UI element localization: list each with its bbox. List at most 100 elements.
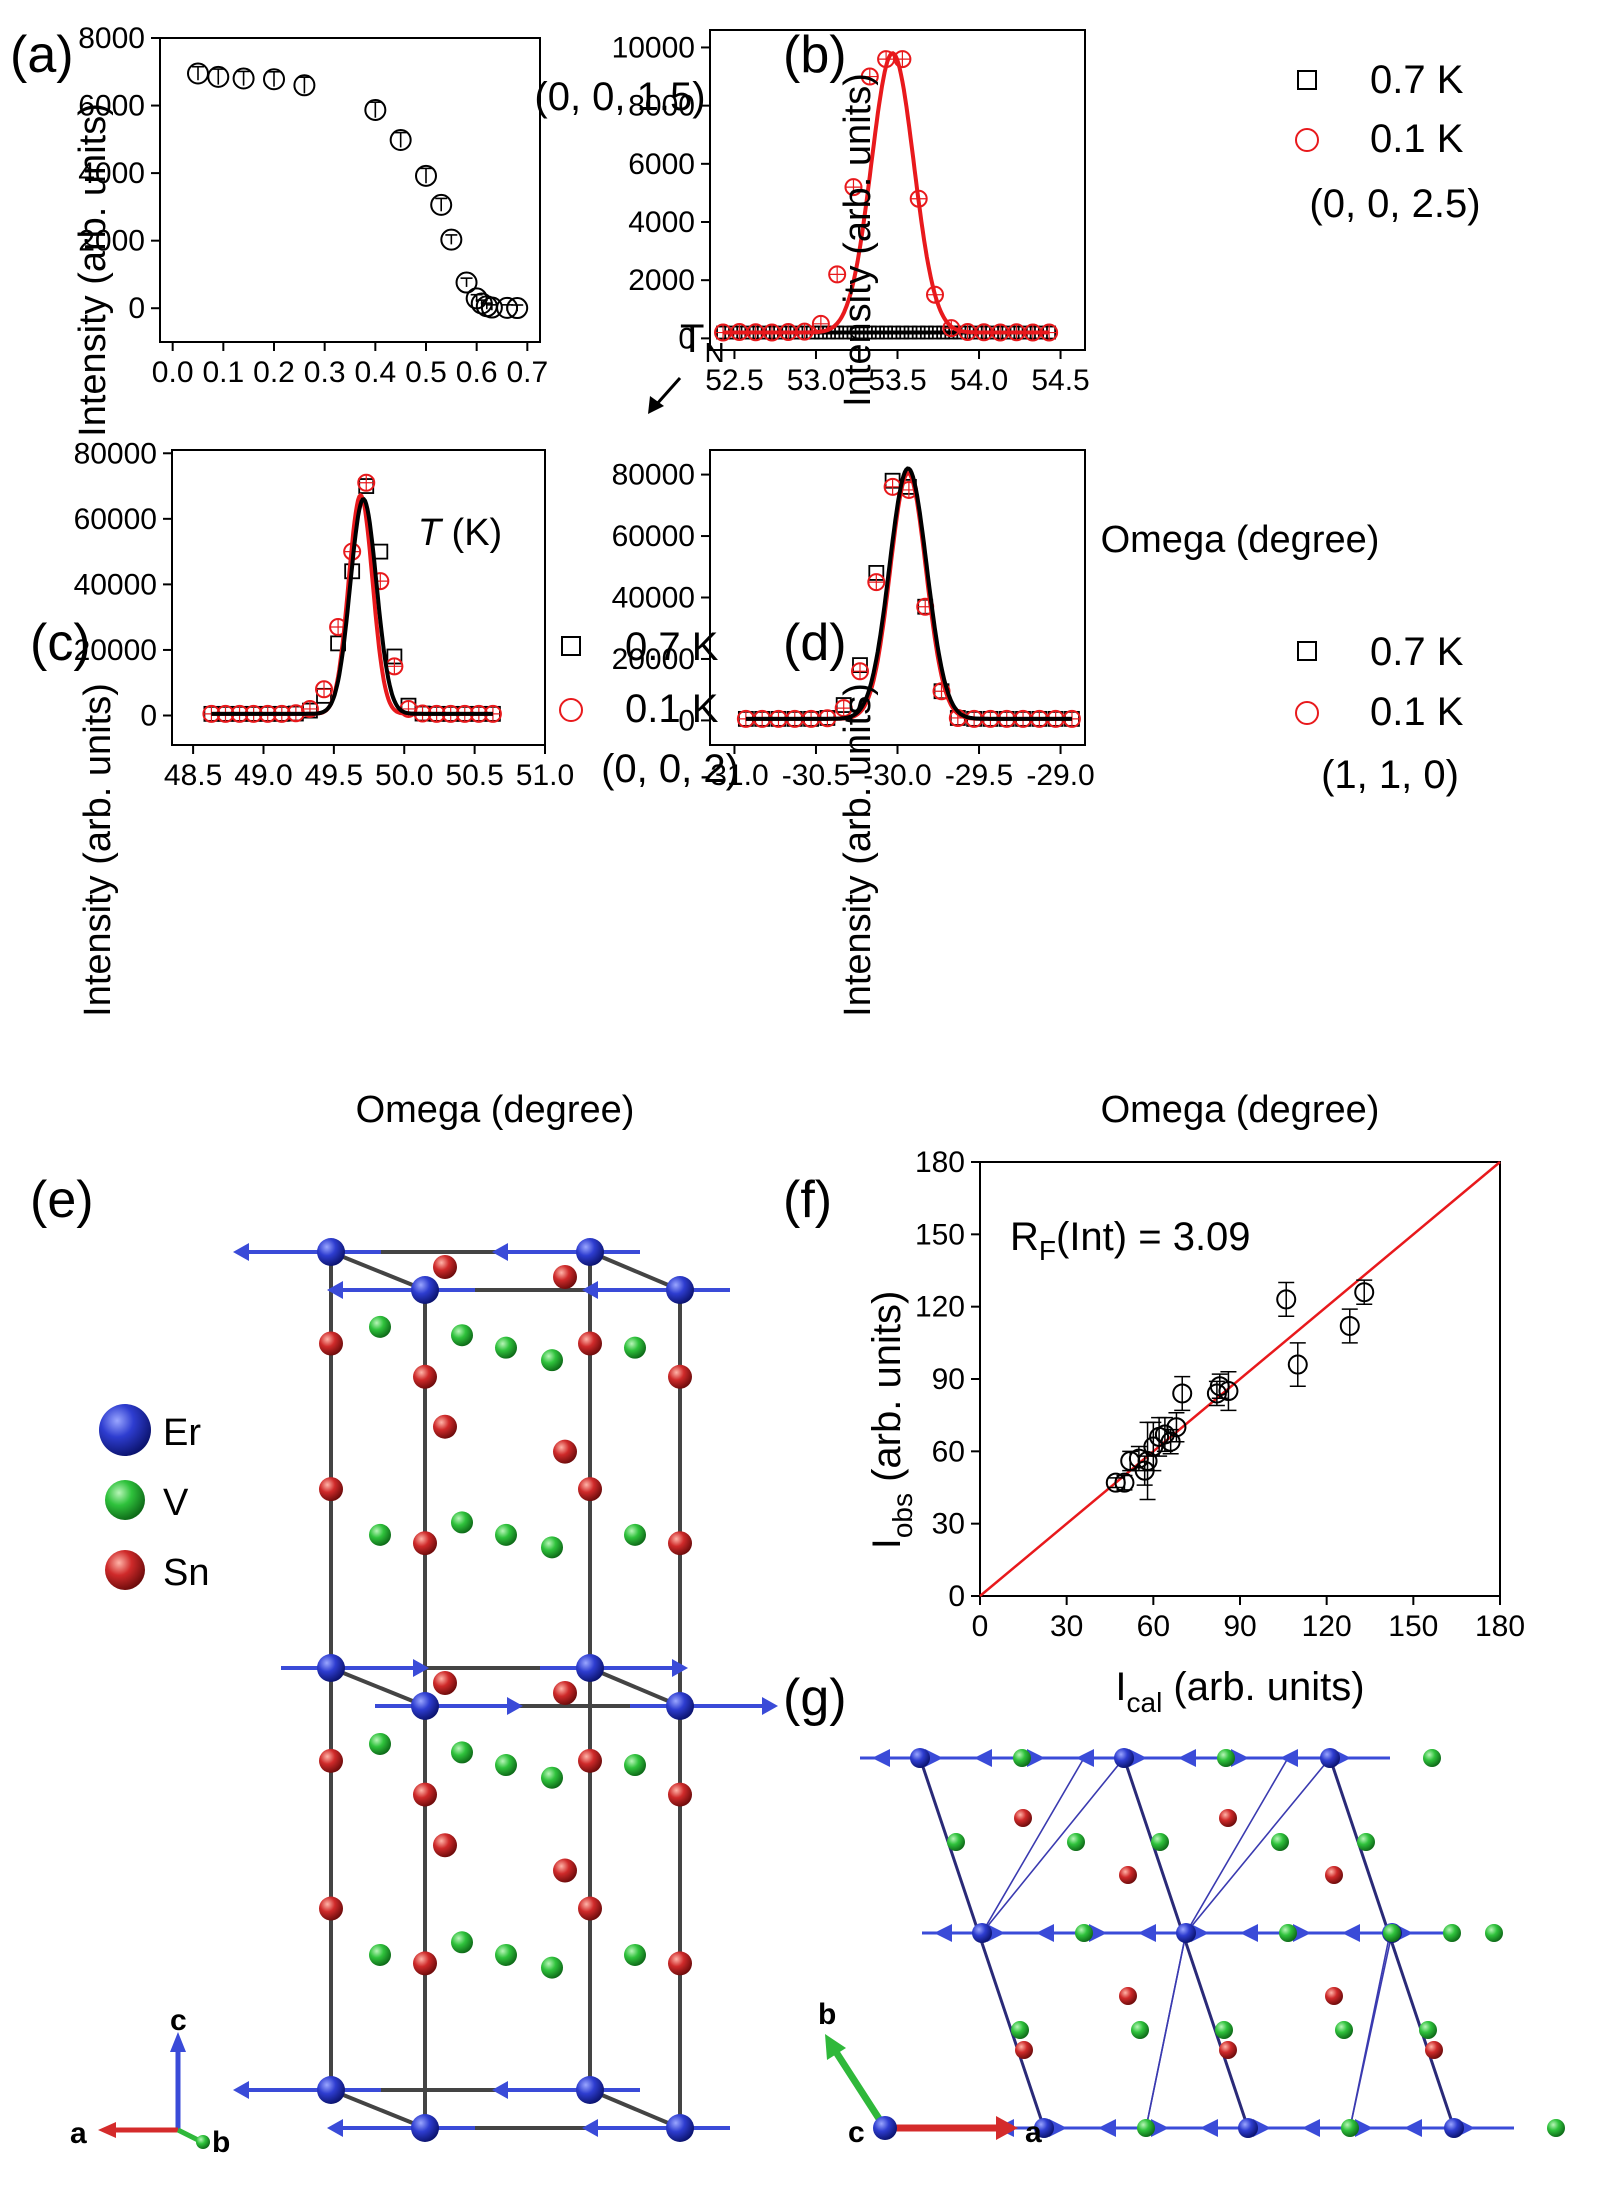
- panel-label-e: (e): [30, 1171, 94, 1229]
- data-point-square: [862, 325, 877, 340]
- spin-arrowhead: [1200, 2119, 1218, 2137]
- v-atom: [1151, 1833, 1169, 1851]
- ylabel-d: Intensity (arb. units): [837, 683, 879, 1017]
- spin-arrowhead: [934, 1924, 952, 1942]
- data-point-square: [895, 325, 910, 340]
- spin-arrowhead: [872, 1749, 890, 1767]
- v-atom: [1067, 1833, 1085, 1851]
- data-point-circle: [506, 297, 529, 320]
- v-atom: [495, 1336, 517, 1359]
- v-atom: [1443, 1924, 1461, 1942]
- x-tick-label: -30.5: [782, 759, 850, 792]
- data-point-circle: [430, 193, 453, 216]
- data-point-circle: [415, 164, 437, 187]
- sn-atom: [578, 1748, 602, 1773]
- sn-atom: [1119, 1866, 1137, 1884]
- sn-atom: [433, 1255, 457, 1279]
- er-atom: [1320, 1748, 1340, 1768]
- v-atom: [624, 1523, 646, 1546]
- v-atom: [1357, 1833, 1375, 1851]
- sn-atom: [1219, 2041, 1237, 2059]
- y-tick-label: 2000: [628, 264, 695, 297]
- x-tick-label: 53.0: [787, 364, 845, 397]
- data-point-square: [919, 325, 934, 340]
- spin-arrowhead: [233, 1243, 249, 1261]
- sn-atom: [578, 1896, 602, 1921]
- y-tick-label: 150: [915, 1218, 965, 1251]
- data-point-square: [879, 325, 893, 340]
- x-tick-label: 0.5: [405, 356, 447, 389]
- sn-atom: [553, 1681, 577, 1705]
- x-tick-label: -29.0: [1026, 759, 1094, 792]
- v-atom: [1013, 1749, 1031, 1767]
- sn-atom: [319, 1748, 343, 1773]
- er-atom: [1444, 2118, 1464, 2138]
- sn-atom: [413, 1782, 437, 1807]
- spin-arrowhead: [1076, 1749, 1094, 1767]
- spin-arrowhead: [1178, 1749, 1196, 1767]
- x-tick-label: 0.0: [152, 356, 194, 389]
- spin-arrowhead: [582, 2119, 598, 2137]
- panel-label-b: (b): [783, 26, 847, 84]
- x-tick-label: 54.5: [1031, 364, 1089, 397]
- panel-label-c: (c): [30, 614, 91, 672]
- spin-arrowhead: [1191, 1924, 1209, 1942]
- fit-curve: [211, 497, 493, 716]
- data-point-circle: [480, 296, 503, 319]
- spin-arrowhead: [1342, 1924, 1360, 1942]
- sn-atom: [1219, 1809, 1237, 1827]
- plot-d: -31.0 -30.5 -30.0 -29.5 -29.0 0 20000 40000 6000…: [612, 449, 1095, 792]
- ylabel-f: Iobs (arb. units): [865, 1291, 918, 1550]
- v-atom: [1341, 2119, 1359, 2137]
- spin-arrowhead: [1027, 1749, 1045, 1767]
- data-point-circle: [1114, 1472, 1135, 1493]
- panel-b: (b) 52.5 53.0 53.5 54.0 54.5 0 2000 4000 6000 800…: [612, 26, 1481, 561]
- v-atom: [1011, 2021, 1029, 2039]
- cell-edge: [330, 1250, 426, 1292]
- kagome-bond: [1185, 1757, 1331, 1934]
- v-atom: [1423, 1749, 1441, 1767]
- legend-d: 0.7 K 0.1 K (1, 1, 0): [1295, 630, 1464, 797]
- sn-atom: [668, 1951, 692, 1976]
- y-tick-label: 8000: [628, 90, 695, 123]
- v-atom: [1279, 1924, 1297, 1942]
- er-atom: [411, 2114, 439, 2142]
- spin-arrowhead: [327, 1281, 343, 1299]
- data-point-circle: [1287, 1354, 1308, 1375]
- y-tick-label: 20000: [612, 643, 695, 676]
- er-atom: [317, 2076, 345, 2104]
- legend-marker-circle: [559, 698, 583, 722]
- spin-arrowhead: [582, 1281, 598, 1299]
- kagome-bond: [981, 1757, 1085, 1934]
- v-atom: [541, 1536, 563, 1559]
- y-tick-label: 180: [915, 1146, 965, 1179]
- y-tick-label: 60: [932, 1435, 965, 1468]
- y-tick-label: 60000: [612, 520, 695, 553]
- sn-atom: [319, 1896, 343, 1921]
- data-point-square: [928, 325, 942, 340]
- axis-b-label: b: [818, 1998, 836, 2031]
- v-atom: [541, 1956, 563, 1979]
- x-tick-label: 30: [1050, 1610, 1083, 1643]
- er-atom: [666, 2114, 694, 2142]
- legend-marker-square: [1297, 70, 1317, 90]
- sn-atom: [413, 1531, 437, 1556]
- a-axis-arrowhead: [996, 2116, 1018, 2140]
- y-tick-label: 0: [128, 292, 145, 325]
- a-axis-arrowhead: [98, 2122, 116, 2138]
- v-atom: [1075, 1924, 1093, 1942]
- spin-arrowhead: [507, 1697, 523, 1715]
- panel-label-a: (a): [10, 26, 74, 84]
- sn-atom: [1015, 2041, 1033, 2059]
- spin-arrowhead: [1404, 2119, 1422, 2137]
- cell-edge: [589, 1666, 681, 1708]
- v-atom: [495, 1754, 517, 1777]
- data-point-square: [871, 325, 885, 340]
- x-tick-label: -30.0: [863, 759, 931, 792]
- y-tick-label: 4000: [628, 206, 695, 239]
- data-point-circle: [1354, 1282, 1375, 1303]
- y-tick-label: 30: [932, 1508, 965, 1541]
- data-point-square: [830, 325, 845, 340]
- v-atom: [1215, 2021, 1233, 2039]
- spin-arrowhead: [1098, 2119, 1116, 2137]
